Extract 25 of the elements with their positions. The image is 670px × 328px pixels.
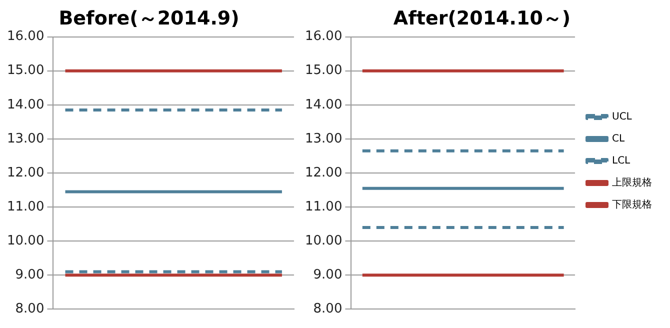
y-tick-label: 10.00 [305, 233, 342, 248]
y-tick-label: 8.00 [313, 302, 342, 317]
y-tick-label: 14.00 [7, 97, 44, 112]
y-tick-label: 15.00 [305, 63, 342, 78]
y-tick-label: 11.00 [305, 199, 342, 214]
y-tick-label: 9.00 [15, 268, 44, 283]
y-tick-label: 12.00 [305, 165, 342, 180]
y-tick-label: 14.00 [305, 97, 342, 112]
y-tick-label: 9.00 [313, 268, 342, 283]
y-tick-label: 13.00 [7, 131, 44, 146]
legend-label: 下限規格 [612, 198, 652, 211]
y-tick-label: 16.00 [305, 29, 342, 44]
y-tick-label: 12.00 [7, 165, 44, 180]
y-tick-label: 15.00 [7, 63, 44, 78]
legend-label: 上限規格 [612, 176, 652, 189]
y-tick-label: 13.00 [305, 131, 342, 146]
chart-title: Before(～2014.9) [58, 7, 240, 30]
y-tick-label: 11.00 [7, 199, 44, 214]
legend-label: UCL [612, 112, 632, 123]
y-tick-label: 10.00 [7, 233, 44, 248]
y-tick-label: 8.00 [15, 302, 44, 317]
y-tick-label: 16.00 [7, 29, 44, 44]
legend-label: LCL [612, 156, 631, 167]
legend-label: CL [612, 134, 625, 145]
chart-title: After(2014.10～) [393, 7, 571, 30]
